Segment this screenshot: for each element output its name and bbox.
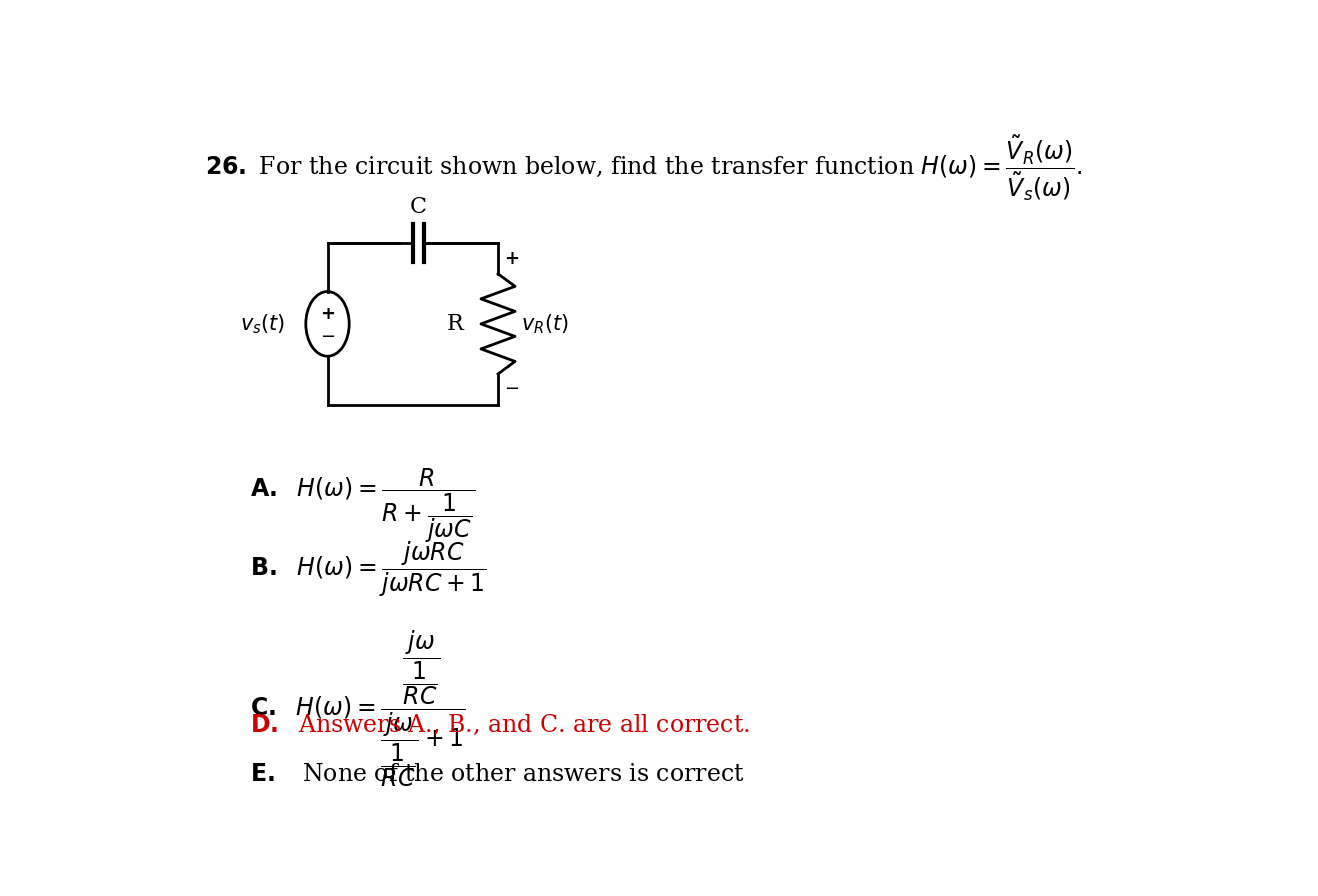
Text: +: + <box>320 305 335 323</box>
Text: $\mathbf{A.}$  $H(\omega) = \dfrac{R}{R+\dfrac{1}{j\omega C}}$: $\mathbf{A.}$ $H(\omega) = \dfrac{R}{R+\… <box>250 466 474 545</box>
Text: $\mathbf{26.}$ For the circuit shown below, find the transfer function $H(\omega: $\mathbf{26.}$ For the circuit shown bel… <box>206 134 1082 203</box>
Text: $-$: $-$ <box>320 326 335 344</box>
Text: $\mathbf{C.}$  $H(\omega) = \dfrac{\dfrac{j\omega}{\dfrac{1}{RC}}}{\dfrac{j\omeg: $\mathbf{C.}$ $H(\omega) = \dfrac{\dfrac… <box>250 628 465 789</box>
Text: $\mathbf{E.}$   None of the other answers is correct: $\mathbf{E.}$ None of the other answers … <box>250 762 745 786</box>
Text: R: R <box>447 313 463 335</box>
Text: $\mathbf{D.}$  Answers A., B., and C. are all correct.: $\mathbf{D.}$ Answers A., B., and C. are… <box>250 712 750 737</box>
Text: $-$: $-$ <box>505 378 519 396</box>
Text: $v_s(t)$: $v_s(t)$ <box>240 312 285 336</box>
Text: $v_R(t)$: $v_R(t)$ <box>521 312 569 336</box>
Text: C: C <box>410 195 427 218</box>
Text: $\mathbf{B.}$  $H(\omega) = \dfrac{j\omega RC}{j\omega RC+1}$: $\mathbf{B.}$ $H(\omega) = \dfrac{j\omeg… <box>250 539 486 599</box>
Text: +: + <box>505 250 519 268</box>
